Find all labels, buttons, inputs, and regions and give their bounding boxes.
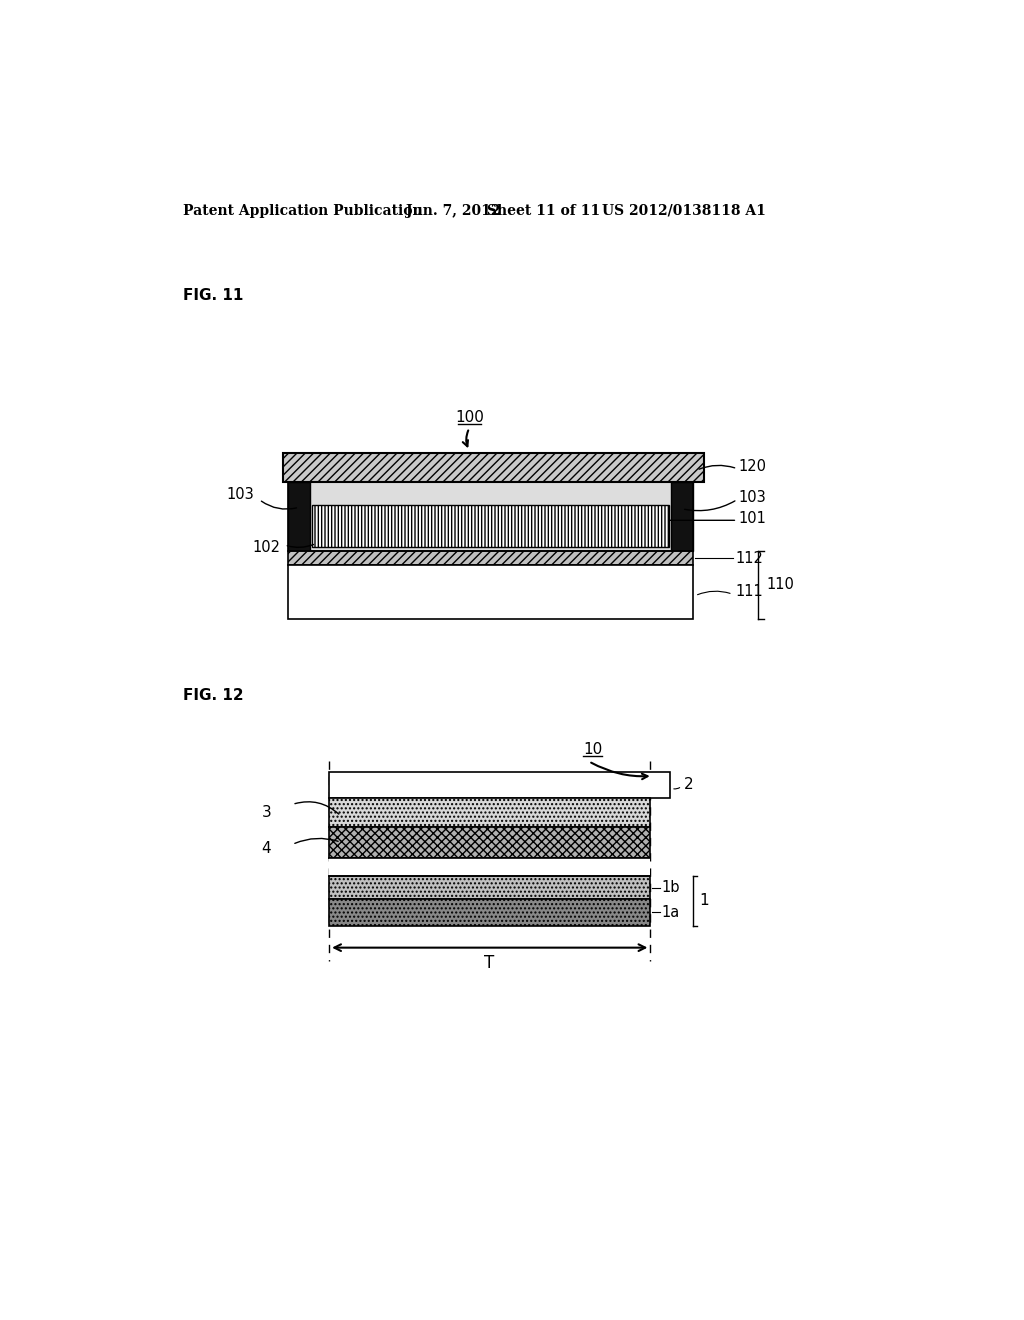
Bar <box>671 482 692 552</box>
Text: 120: 120 <box>739 459 767 474</box>
Text: 100: 100 <box>455 411 483 425</box>
Text: 102: 102 <box>253 540 281 554</box>
Text: 101: 101 <box>739 511 767 527</box>
Bar <box>330 899 650 927</box>
Text: 1a: 1a <box>662 904 680 920</box>
Text: 10: 10 <box>583 742 602 758</box>
Bar <box>310 482 671 552</box>
Bar <box>289 552 692 565</box>
Bar <box>330 858 650 876</box>
Bar <box>289 482 692 552</box>
Text: 103: 103 <box>226 487 255 503</box>
Bar <box>330 876 650 899</box>
Text: 4: 4 <box>261 841 271 855</box>
Text: T: T <box>484 954 495 972</box>
Text: 111: 111 <box>735 585 763 599</box>
Text: 2: 2 <box>683 777 693 792</box>
Text: Patent Application Publication: Patent Application Publication <box>183 203 423 218</box>
Bar <box>283 453 705 482</box>
Text: 1b: 1b <box>662 880 680 895</box>
Text: 110: 110 <box>767 577 795 593</box>
Text: 3: 3 <box>261 805 271 820</box>
Text: Sheet 11 of 11: Sheet 11 of 11 <box>487 203 600 218</box>
Text: FIG. 12: FIG. 12 <box>183 688 244 704</box>
Bar <box>330 797 650 826</box>
Bar <box>289 565 692 619</box>
Bar <box>330 772 670 797</box>
Text: Jun. 7, 2012: Jun. 7, 2012 <box>407 203 501 218</box>
Bar <box>310 482 671 552</box>
Bar <box>289 482 310 552</box>
Text: 1: 1 <box>698 894 709 908</box>
Text: 112: 112 <box>735 550 763 565</box>
Text: FIG. 11: FIG. 11 <box>183 288 244 304</box>
Text: US 2012/0138118 A1: US 2012/0138118 A1 <box>602 203 766 218</box>
Text: 103: 103 <box>739 490 767 504</box>
Bar <box>312 504 669 548</box>
Bar <box>330 826 650 858</box>
